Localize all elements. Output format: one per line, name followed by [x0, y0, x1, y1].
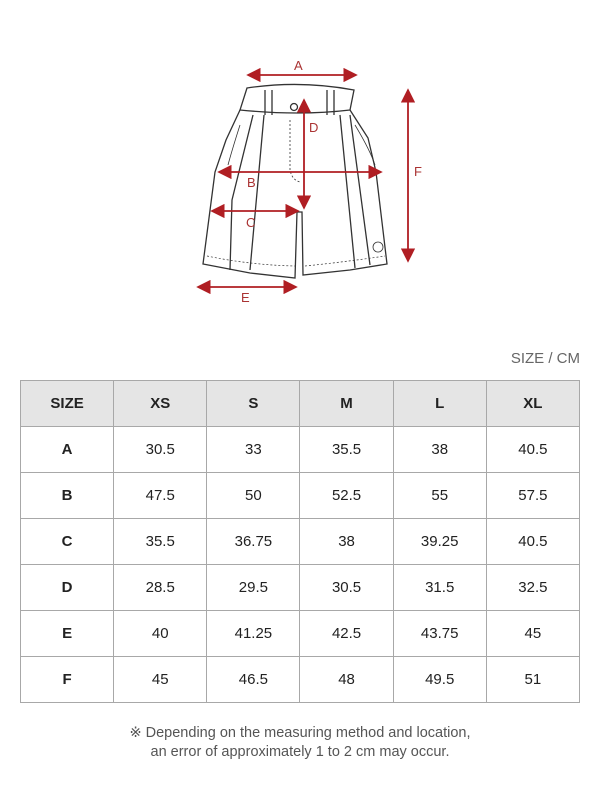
- table-cell: 30.5: [113, 426, 208, 473]
- table-row: C 35.5 36.75 38 39.25 40.5: [19, 518, 581, 565]
- table-cell: 40.5: [485, 426, 581, 473]
- row-label: A: [19, 426, 115, 473]
- row-label: B: [19, 472, 115, 519]
- table-cell: 38: [299, 518, 394, 565]
- measurement-arrows: [196, 67, 416, 295]
- row-label: F: [19, 656, 115, 703]
- table-cell: 32.5: [485, 564, 581, 611]
- column-header: XS: [113, 380, 208, 427]
- table-cell: 42.5: [299, 610, 394, 657]
- table-cell: 38: [392, 426, 487, 473]
- table-cell: 35.5: [113, 518, 208, 565]
- table-cell: 36.75: [206, 518, 301, 565]
- table-cell: 35.5: [299, 426, 394, 473]
- label-c: C: [246, 215, 255, 230]
- table-row: A 30.5 33 35.5 38 40.5: [19, 426, 581, 473]
- shorts-diagram: A B C D E F: [196, 58, 422, 305]
- measurement-note: ※ Depending on the measuring method and …: [0, 724, 600, 762]
- table-cell: 40.5: [485, 518, 581, 565]
- unit-label: SIZE / CM: [510, 350, 580, 367]
- label-e: E: [241, 290, 250, 305]
- table-cell: 39.25: [392, 518, 487, 565]
- column-header: L: [392, 380, 487, 427]
- table-cell: 50: [206, 472, 301, 519]
- table-cell: 49.5: [392, 656, 487, 703]
- table-cell: 46.5: [206, 656, 301, 703]
- table-row: E 40 41.25 42.5 43.75 45: [19, 610, 581, 657]
- note-line-2: an error of approximately 1 to 2 cm may …: [150, 744, 450, 760]
- table-cell: 33: [206, 426, 301, 473]
- column-header: M: [299, 380, 394, 427]
- label-b: B: [247, 175, 256, 190]
- table-cell: 51: [485, 656, 581, 703]
- row-label: C: [19, 518, 115, 565]
- table-cell: 41.25: [206, 610, 301, 657]
- table-cell: 31.5: [392, 564, 487, 611]
- table-cell: 57.5: [485, 472, 581, 519]
- column-header: S: [206, 380, 301, 427]
- row-label: D: [19, 564, 115, 611]
- table-cell: 29.5: [206, 564, 301, 611]
- table-header-row: SIZE XS S M L XL: [19, 380, 581, 427]
- table-cell: 45: [485, 610, 581, 657]
- table-cell: 30.5: [299, 564, 394, 611]
- table-cell: 28.5: [113, 564, 208, 611]
- table-cell: 43.75: [392, 610, 487, 657]
- column-header: SIZE: [19, 380, 115, 427]
- label-d: D: [309, 120, 318, 135]
- table-cell: 55: [392, 472, 487, 519]
- label-a: A: [294, 58, 303, 73]
- row-label: E: [19, 610, 115, 657]
- shorts-illustration: [202, 83, 388, 279]
- table-cell: 45: [113, 656, 208, 703]
- table-cell: 40: [113, 610, 208, 657]
- label-f: F: [414, 164, 422, 179]
- table-row: B 47.5 50 52.5 55 57.5: [19, 472, 581, 519]
- size-table: SIZE XS S M L XL A 30.5 33 35.5 38 40.5 B 47.5 50 52.5…: [19, 380, 581, 703]
- note-line-1: ※ Depending on the measuring method and …: [129, 725, 471, 741]
- table-cell: 48: [299, 656, 394, 703]
- table-cell: 47.5: [113, 472, 208, 519]
- table-row: F 45 46.5 48 49.5 51: [19, 656, 581, 703]
- table-row: D 28.5 29.5 30.5 31.5 32.5: [19, 564, 581, 611]
- column-header: XL: [485, 380, 581, 427]
- table-cell: 52.5: [299, 472, 394, 519]
